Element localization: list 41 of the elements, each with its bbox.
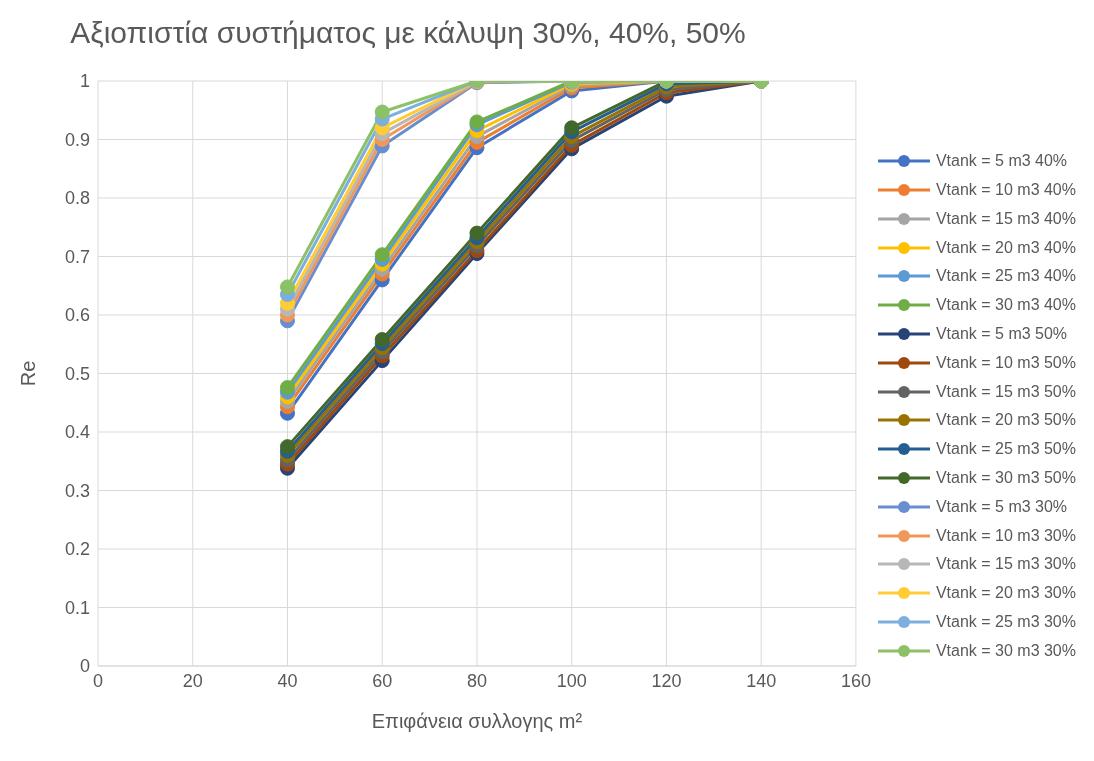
y-tick-label: 0.2 [64, 539, 90, 560]
legend-label: Vtank = 5 m3 30% [935, 497, 1068, 516]
legend-label: Vtank = 25 m3 40% [935, 267, 1076, 286]
legend-label: Vtank = 25 m3 50% [935, 440, 1076, 459]
x-tick-label: 80 [466, 670, 487, 691]
x-tick-label: 40 [277, 670, 298, 691]
x-tick-label: 120 [651, 670, 682, 691]
legend-label: Vtank = 20 m3 40% [935, 238, 1076, 257]
x-tick-label: 60 [372, 670, 393, 691]
legend-label: Vtank = 30 m3 30% [935, 641, 1076, 660]
legend-label: Vtank = 10 m3 40% [935, 181, 1076, 200]
legend-label: Vtank = 20 m3 30% [935, 584, 1076, 603]
y-tick-label: 0.9 [64, 129, 90, 150]
x-tick-label: 100 [556, 670, 587, 691]
y-tick-label: 0.3 [64, 480, 90, 501]
legend-label: Vtank = 15 m3 30% [935, 555, 1076, 574]
y-tick-label: 0.7 [64, 246, 90, 267]
legend-label: Vtank = 25 m3 30% [935, 612, 1076, 631]
y-tick-label: 0 [79, 656, 90, 677]
x-tick-label: 20 [182, 670, 203, 691]
legend-label: Vtank = 30 m3 40% [935, 296, 1076, 315]
y-tick-label: 0.4 [64, 422, 90, 443]
x-tick-label: 140 [746, 670, 777, 691]
legend-label: Vtank = 15 m3 40% [935, 209, 1076, 228]
y-tick-label: 0.1 [64, 597, 90, 618]
chart-title: Αξιοπιστία συστήματος με κάλυψη 30%, 40%, 50% [69, 15, 747, 51]
legend-label: Vtank = 5 m3 40% [935, 152, 1068, 171]
legend-label: Vtank = 10 m3 30% [935, 526, 1076, 545]
x-axis-title: Επιφάνεια συλλογης m² [371, 710, 583, 732]
legend-label: Vtank = 5 m3 50% [935, 325, 1068, 343]
y-axis-title: Re [17, 360, 40, 387]
y-tick-label: 1 [79, 71, 90, 92]
legend-label: Vtank = 20 m3 50% [935, 411, 1076, 430]
y-tick-label: 0.8 [64, 188, 90, 209]
x-tick-label: 160 [840, 670, 871, 691]
legend-label: Vtank = 30 m3 50% [935, 468, 1076, 487]
legend-label: Vtank = 10 m3 50% [935, 353, 1076, 372]
y-tick-label: 0.5 [64, 363, 90, 384]
legend-label: Vtank = 15 m3 50% [935, 382, 1076, 401]
x-tick-label: 0 [92, 670, 104, 691]
y-tick-label: 0.6 [64, 305, 90, 326]
